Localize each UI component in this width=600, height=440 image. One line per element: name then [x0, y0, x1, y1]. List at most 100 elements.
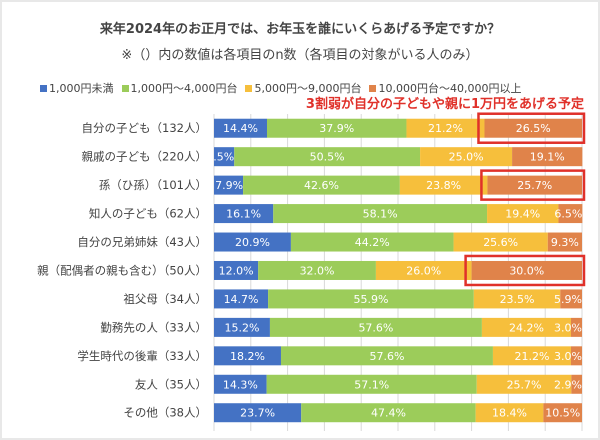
- bar-segment: [547, 232, 582, 252]
- legend-swatch: [40, 84, 47, 92]
- bar-segment: [375, 260, 472, 280]
- bar-segment: [214, 204, 274, 224]
- bar-segment: [475, 403, 544, 423]
- data-label: 47.4%: [371, 407, 406, 420]
- data-label: 18.4%: [492, 407, 527, 420]
- bar-segment: [234, 147, 421, 167]
- bar-segment: [214, 317, 270, 337]
- data-label: 57.1%: [354, 378, 389, 391]
- data-label: 23.7%: [240, 407, 275, 420]
- data-label: 5.9%: [554, 293, 582, 306]
- data-label: 19.1%: [530, 151, 565, 164]
- category-label: 学生時代の後輩（33人）: [77, 349, 207, 363]
- data-label: 20.9%: [235, 236, 270, 249]
- chart-subtitle: ※（）内の数値は各項目のn数（各項目の対象がいる人のみ）: [121, 48, 479, 63]
- bar-segment: [269, 317, 482, 337]
- highlight-box: [464, 254, 586, 287]
- data-label: 25.7%: [507, 378, 542, 391]
- annotation: 3割弱が自分の子どもや親に1万円をあげる予定: [305, 97, 584, 112]
- bar-segment: [268, 289, 474, 309]
- category-label: 自分の兄弟姉妹（43人）: [77, 235, 207, 249]
- data-label: 3.0%: [554, 350, 582, 363]
- highlight-box: [477, 112, 586, 144]
- legend-item: 1,000円未満: [40, 80, 114, 96]
- data-label: 5.5%: [206, 151, 234, 164]
- data-label: 25.6%: [483, 236, 518, 249]
- data-label: 50.5%: [310, 151, 345, 164]
- data-label: 55.9%: [353, 293, 388, 306]
- bar-segment: [560, 289, 582, 309]
- bar-segment: [481, 317, 571, 337]
- legend-label: 5,000円～9,000円台: [254, 82, 362, 95]
- data-label: 25.0%: [449, 151, 484, 164]
- legend-item: 10,000円台～40,000円以上: [369, 80, 521, 96]
- bar-segment: [280, 346, 493, 366]
- legend: 1,000円未満 1,000円～4,000円台 5,000円～9,000円台 10,0…: [40, 80, 521, 96]
- bar-segment: [214, 289, 269, 309]
- legend-item: 5,000円～9,000円台: [245, 80, 361, 96]
- data-label: 23.8%: [426, 179, 461, 192]
- data-label: 21.2%: [428, 122, 463, 135]
- highlight-box: [480, 169, 586, 201]
- bar-segment: [258, 260, 376, 280]
- bar-segment: [266, 118, 407, 138]
- data-label: 2.9%: [554, 378, 582, 391]
- legend-item: 1,000円～4,000円台: [121, 80, 238, 96]
- legend-label: 1,000円～4,000円台: [130, 82, 238, 95]
- data-label: 19.4%: [505, 208, 540, 221]
- bar-segment: [420, 147, 513, 167]
- bar-segment: [214, 346, 281, 366]
- data-label: 58.1%: [363, 208, 398, 221]
- bar-segment: [214, 232, 291, 252]
- legend-swatch: [245, 84, 253, 92]
- bar-segment: [570, 317, 582, 337]
- data-label: 26.0%: [406, 264, 441, 277]
- data-label: 23.5%: [500, 293, 535, 306]
- bar-segment: [512, 147, 583, 167]
- bar-segment: [543, 403, 582, 423]
- bar-segment: [214, 374, 267, 394]
- data-label: 24.2%: [509, 321, 544, 334]
- category-label: 祖父母（34人）: [123, 292, 207, 306]
- bar-segment: [473, 289, 561, 309]
- data-label: 12.0%: [219, 264, 254, 277]
- bar-segment: [214, 260, 259, 280]
- data-label: 25.7%: [517, 179, 552, 192]
- bar-segment: [406, 118, 485, 138]
- category-label: 友人（35人）: [135, 377, 207, 391]
- data-label: 44.2%: [355, 236, 390, 249]
- bar-segment: [487, 175, 582, 195]
- category-label: 知人の子ども（62人）: [89, 207, 207, 221]
- data-label: 7.9%: [215, 179, 243, 192]
- bar-segment: [214, 147, 235, 167]
- bar-segment: [214, 403, 302, 423]
- bar-segment: [558, 204, 583, 224]
- bar-segment: [301, 403, 476, 423]
- bar-segment: [266, 374, 477, 394]
- bar-segment: [492, 346, 571, 366]
- data-label: 16.1%: [226, 208, 261, 221]
- category-label: 勤務先の人（33人）: [100, 320, 207, 334]
- data-label: 15.2%: [224, 321, 259, 334]
- data-label: 37.9%: [319, 122, 354, 135]
- data-label: 32.0%: [300, 264, 335, 277]
- bar-segment: [571, 374, 582, 394]
- category-label: 自分の子ども（132人）: [82, 121, 207, 135]
- data-label: 9.3%: [551, 236, 579, 249]
- data-label: 42.6%: [304, 179, 339, 192]
- bar-segment: [453, 232, 548, 252]
- data-label: 57.6%: [358, 321, 393, 334]
- bar-segment: [484, 118, 582, 138]
- category-label: 親戚の子ども（220人）: [82, 150, 207, 164]
- data-label: 3.0%: [554, 321, 582, 334]
- legend-label: 1,000円未満: [49, 82, 114, 95]
- bar-segment: [570, 346, 582, 366]
- category-label: その他（38人）: [123, 406, 207, 420]
- legend-swatch: [369, 84, 377, 92]
- bar-segment: [243, 175, 400, 195]
- bar-segment: [471, 260, 582, 280]
- data-label: 57.6%: [369, 350, 404, 363]
- bar-segment: [290, 232, 454, 252]
